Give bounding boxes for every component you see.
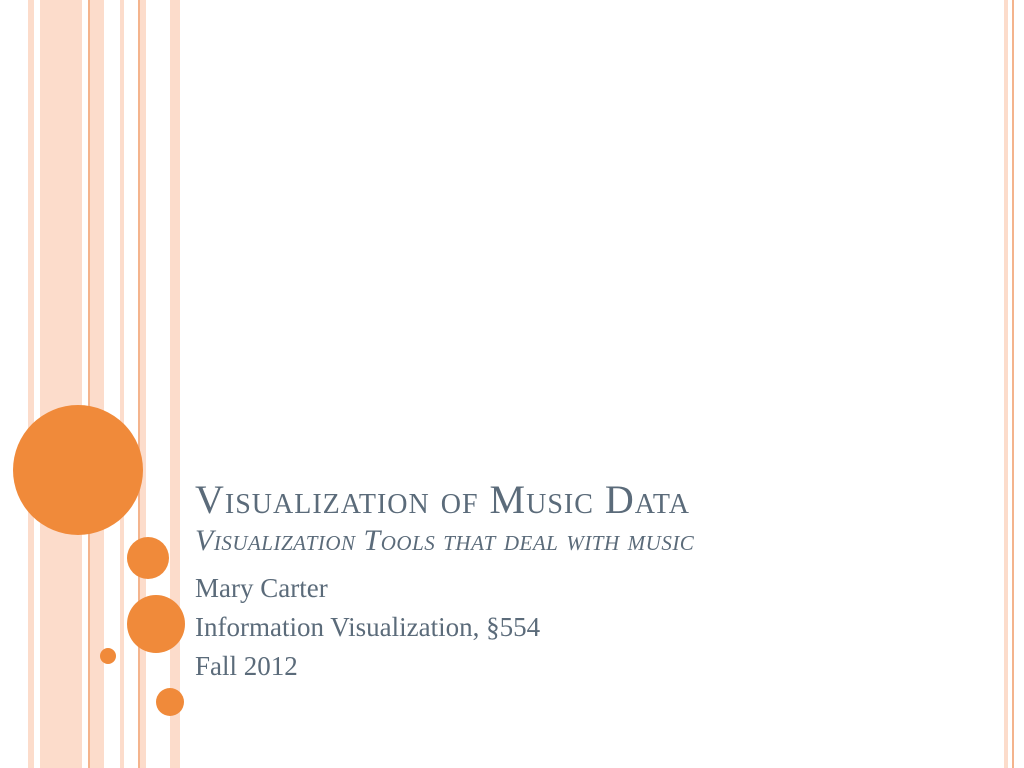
decorative-line: [1012, 0, 1014, 768]
accent-circle: [127, 537, 169, 579]
decorative-line: [88, 0, 90, 768]
course-line: Information Visualization, §554: [195, 608, 975, 647]
accent-circle: [156, 688, 184, 716]
slide-title: Visualization of Music Data: [195, 478, 975, 522]
accent-circle: [13, 405, 143, 535]
slide-subtitle: Visualization Tools that deal with music: [195, 524, 975, 559]
decorative-stripe: [120, 0, 124, 768]
decorative-stripe: [170, 0, 180, 768]
title-block: Visualization of Music Data Visualizatio…: [195, 478, 975, 686]
accent-circle: [127, 595, 185, 653]
author-line: Mary Carter: [195, 569, 975, 608]
decorative-line: [138, 0, 140, 768]
decorative-stripe: [28, 0, 34, 768]
decorative-stripe: [1004, 0, 1008, 768]
decorative-stripe: [140, 0, 146, 768]
term-line: Fall 2012: [195, 647, 975, 686]
accent-circle: [100, 648, 116, 664]
decorative-stripe: [40, 0, 82, 768]
